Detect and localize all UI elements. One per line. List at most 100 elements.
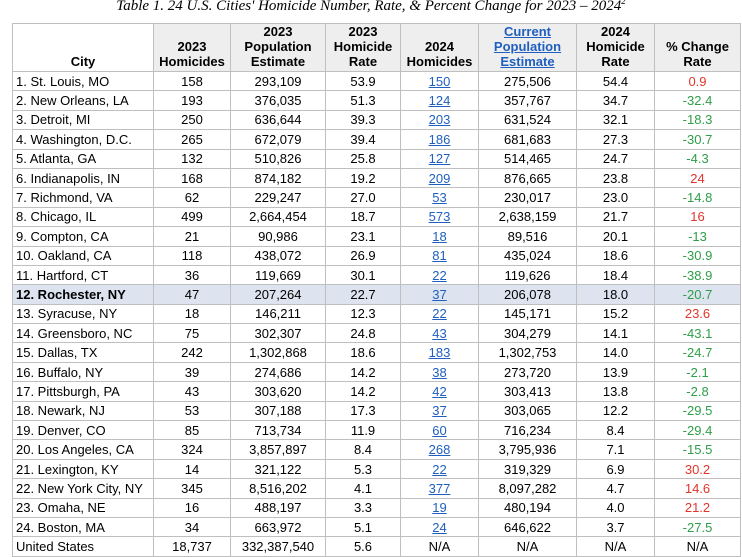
homicides-2024-link[interactable]: 22 xyxy=(400,458,479,480)
homicides-2024-link[interactable]: 203 xyxy=(400,109,479,131)
homicides-2024-link[interactable]: 42 xyxy=(400,381,479,402)
homicides-2023-cell: 118 xyxy=(153,245,231,266)
homicides-2024-link[interactable]: 37 xyxy=(400,284,479,305)
rate-2023-cell: 5.3 xyxy=(325,458,401,480)
homicides-2024-link[interactable]: 24 xyxy=(400,516,479,538)
table-row: 9. Compton, CA 21 90,986 23.1 18 89,516 20.1 -1… xyxy=(12,226,741,247)
homicides-2024-link[interactable]: 183 xyxy=(400,342,479,363)
table-row: 5. Atlanta, GA 132 510,826 25.8 127 514,465 24… xyxy=(12,148,741,169)
table-row: 1. St. Louis, MO 158 293,109 53.9 150 275,506… xyxy=(12,70,741,92)
population-2023-cell: 293,109 xyxy=(230,70,326,92)
city-cell: 14. Greensboro, NC xyxy=(12,323,154,344)
rate-2023-cell: 53.9 xyxy=(325,70,401,92)
rate-2024-cell: 15.2 xyxy=(576,303,655,325)
rate-2024-cell: 32.1 xyxy=(576,109,655,131)
homicides-2024-link[interactable]: 22 xyxy=(400,264,479,286)
city-cell: 6. Indianapolis, IN xyxy=(12,167,154,189)
rate-2023-cell: 30.1 xyxy=(325,264,401,286)
homicides-2024-link[interactable]: 53 xyxy=(400,187,479,208)
population-current-cell: N/A xyxy=(478,536,577,557)
population-2023-cell: 321,122 xyxy=(230,458,326,480)
table-row: 19. Denver, CO 85 713,734 11.9 60 716,234 8.4-… xyxy=(12,420,741,441)
percent-change-cell: -32.4 xyxy=(654,90,741,111)
city-cell: 13. Syracuse, NY xyxy=(12,303,154,325)
rate-2023-cell: 27.0 xyxy=(325,187,401,208)
rate-2023-cell: 18.6 xyxy=(325,342,401,363)
homicides-2024-link[interactable]: 127 xyxy=(400,148,479,169)
homicides-2023-cell: 499 xyxy=(153,206,231,228)
homicides-2024-link[interactable]: 124 xyxy=(400,90,479,111)
percent-change-cell: -13 xyxy=(654,226,741,247)
header-current-population-link[interactable]: Current Population Estimate xyxy=(478,23,577,72)
rate-2024-cell: 34.7 xyxy=(576,90,655,111)
population-current-cell: 304,279 xyxy=(478,323,577,344)
population-current-cell: 631,524 xyxy=(478,109,577,131)
rate-2024-cell: 18.4 xyxy=(576,264,655,286)
homicides-2024-link[interactable]: 19 xyxy=(400,497,479,518)
homicides-2024-link[interactable]: 18 xyxy=(400,226,479,247)
rate-2024-cell: 18.6 xyxy=(576,245,655,266)
homicides-2024-link[interactable]: 43 xyxy=(400,323,479,344)
homicides-2023-cell: 193 xyxy=(153,90,231,111)
homicides-2023-cell: 242 xyxy=(153,342,231,363)
table-body: 1. St. Louis, MO 158 293,109 53.9 150 275,506… xyxy=(12,70,741,557)
population-2023-cell: 302,307 xyxy=(230,323,326,344)
homicides-2024-link[interactable]: 209 xyxy=(400,167,479,189)
rate-2023-cell: 22.7 xyxy=(325,284,401,305)
homicides-2024-link[interactable]: 22 xyxy=(400,303,479,325)
rate-2023-cell: 17.3 xyxy=(325,400,401,422)
header-percent-change: % Change Rate xyxy=(654,23,741,72)
table-row: 15. Dallas, TX 242 1,302,868 18.6 183 1,302,7… xyxy=(12,342,741,363)
percent-change-cell: -27.5 xyxy=(654,516,741,538)
population-2023-cell: 488,197 xyxy=(230,497,326,518)
homicides-2024-link[interactable]: 37 xyxy=(400,400,479,422)
percent-change-cell: -20.7 xyxy=(654,284,741,305)
rate-2023-cell: 12.3 xyxy=(325,303,401,325)
table-row: 12. Rochester, NY 47 207,264 22.7 37 206,078 1… xyxy=(12,284,741,305)
homicides-2023-cell: 34 xyxy=(153,516,231,538)
percent-change-cell: 14.6 xyxy=(654,478,741,499)
population-2023-cell: 307,188 xyxy=(230,400,326,422)
table-row: United States 18,737 332,387,540 5.6 N/A N/A N… xyxy=(12,536,741,557)
rate-2024-cell: 24.7 xyxy=(576,148,655,169)
homicides-2024-link[interactable]: 81 xyxy=(400,245,479,266)
city-cell: 9. Compton, CA xyxy=(12,226,154,247)
homicides-2023-cell: 36 xyxy=(153,264,231,286)
table-row: 20. Los Angeles, CA 324 3,857,897 8.4 268 3,7… xyxy=(12,439,741,460)
percent-change-cell: -2.1 xyxy=(654,361,741,383)
rate-2023-cell: 26.9 xyxy=(325,245,401,266)
homicides-2023-cell: 324 xyxy=(153,439,231,460)
rate-2024-cell: 54.4 xyxy=(576,70,655,92)
table-row: 21. Lexington, KY 14 321,122 5.3 22 319,329 6.… xyxy=(12,458,741,480)
rate-2023-cell: 11.9 xyxy=(325,420,401,441)
population-2023-cell: 3,857,897 xyxy=(230,439,326,460)
homicides-2024-link[interactable]: 150 xyxy=(400,70,479,92)
population-current-cell: 303,413 xyxy=(478,381,577,402)
homicides-2024-link[interactable]: 38 xyxy=(400,361,479,383)
population-current-cell: 145,171 xyxy=(478,303,577,325)
rate-2024-cell: N/A xyxy=(576,536,655,557)
homicides-2024-link[interactable]: 573 xyxy=(400,206,479,228)
population-2023-cell: 874,182 xyxy=(230,167,326,189)
homicides-2023-cell: 265 xyxy=(153,129,231,150)
homicides-2023-cell: 14 xyxy=(153,458,231,480)
rate-2024-cell: 14.1 xyxy=(576,323,655,344)
city-cell: United States xyxy=(12,536,154,557)
header-2023-population: 2023 Population Estimate xyxy=(230,23,326,72)
table-row: 2. New Orleans, LA 193 376,035 51.3 124 357,7… xyxy=(12,90,741,111)
population-current-cell: 89,516 xyxy=(478,226,577,247)
homicides-2023-cell: 53 xyxy=(153,400,231,422)
homicides-2024-link[interactable]: 377 xyxy=(400,478,479,499)
table-row: 11. Hartford, CT 36 119,669 30.1 22 119,626 18… xyxy=(12,264,741,286)
header-city: City xyxy=(12,23,154,72)
rate-2023-cell: 5.1 xyxy=(325,516,401,538)
city-cell: 5. Atlanta, GA xyxy=(12,148,154,169)
table-row: 4. Washington, D.C. 265 672,079 39.4 186 681,… xyxy=(12,129,741,150)
homicides-2024-link[interactable]: 268 xyxy=(400,439,479,460)
city-cell: 18. Newark, NJ xyxy=(12,400,154,422)
population-2023-cell: 90,986 xyxy=(230,226,326,247)
city-cell: 12. Rochester, NY xyxy=(12,284,154,305)
homicides-2024-link[interactable]: 186 xyxy=(400,129,479,150)
homicides-2024-link[interactable]: 60 xyxy=(400,420,479,441)
table-row: 14. Greensboro, NC 75 302,307 24.8 43 304,279… xyxy=(12,323,741,344)
